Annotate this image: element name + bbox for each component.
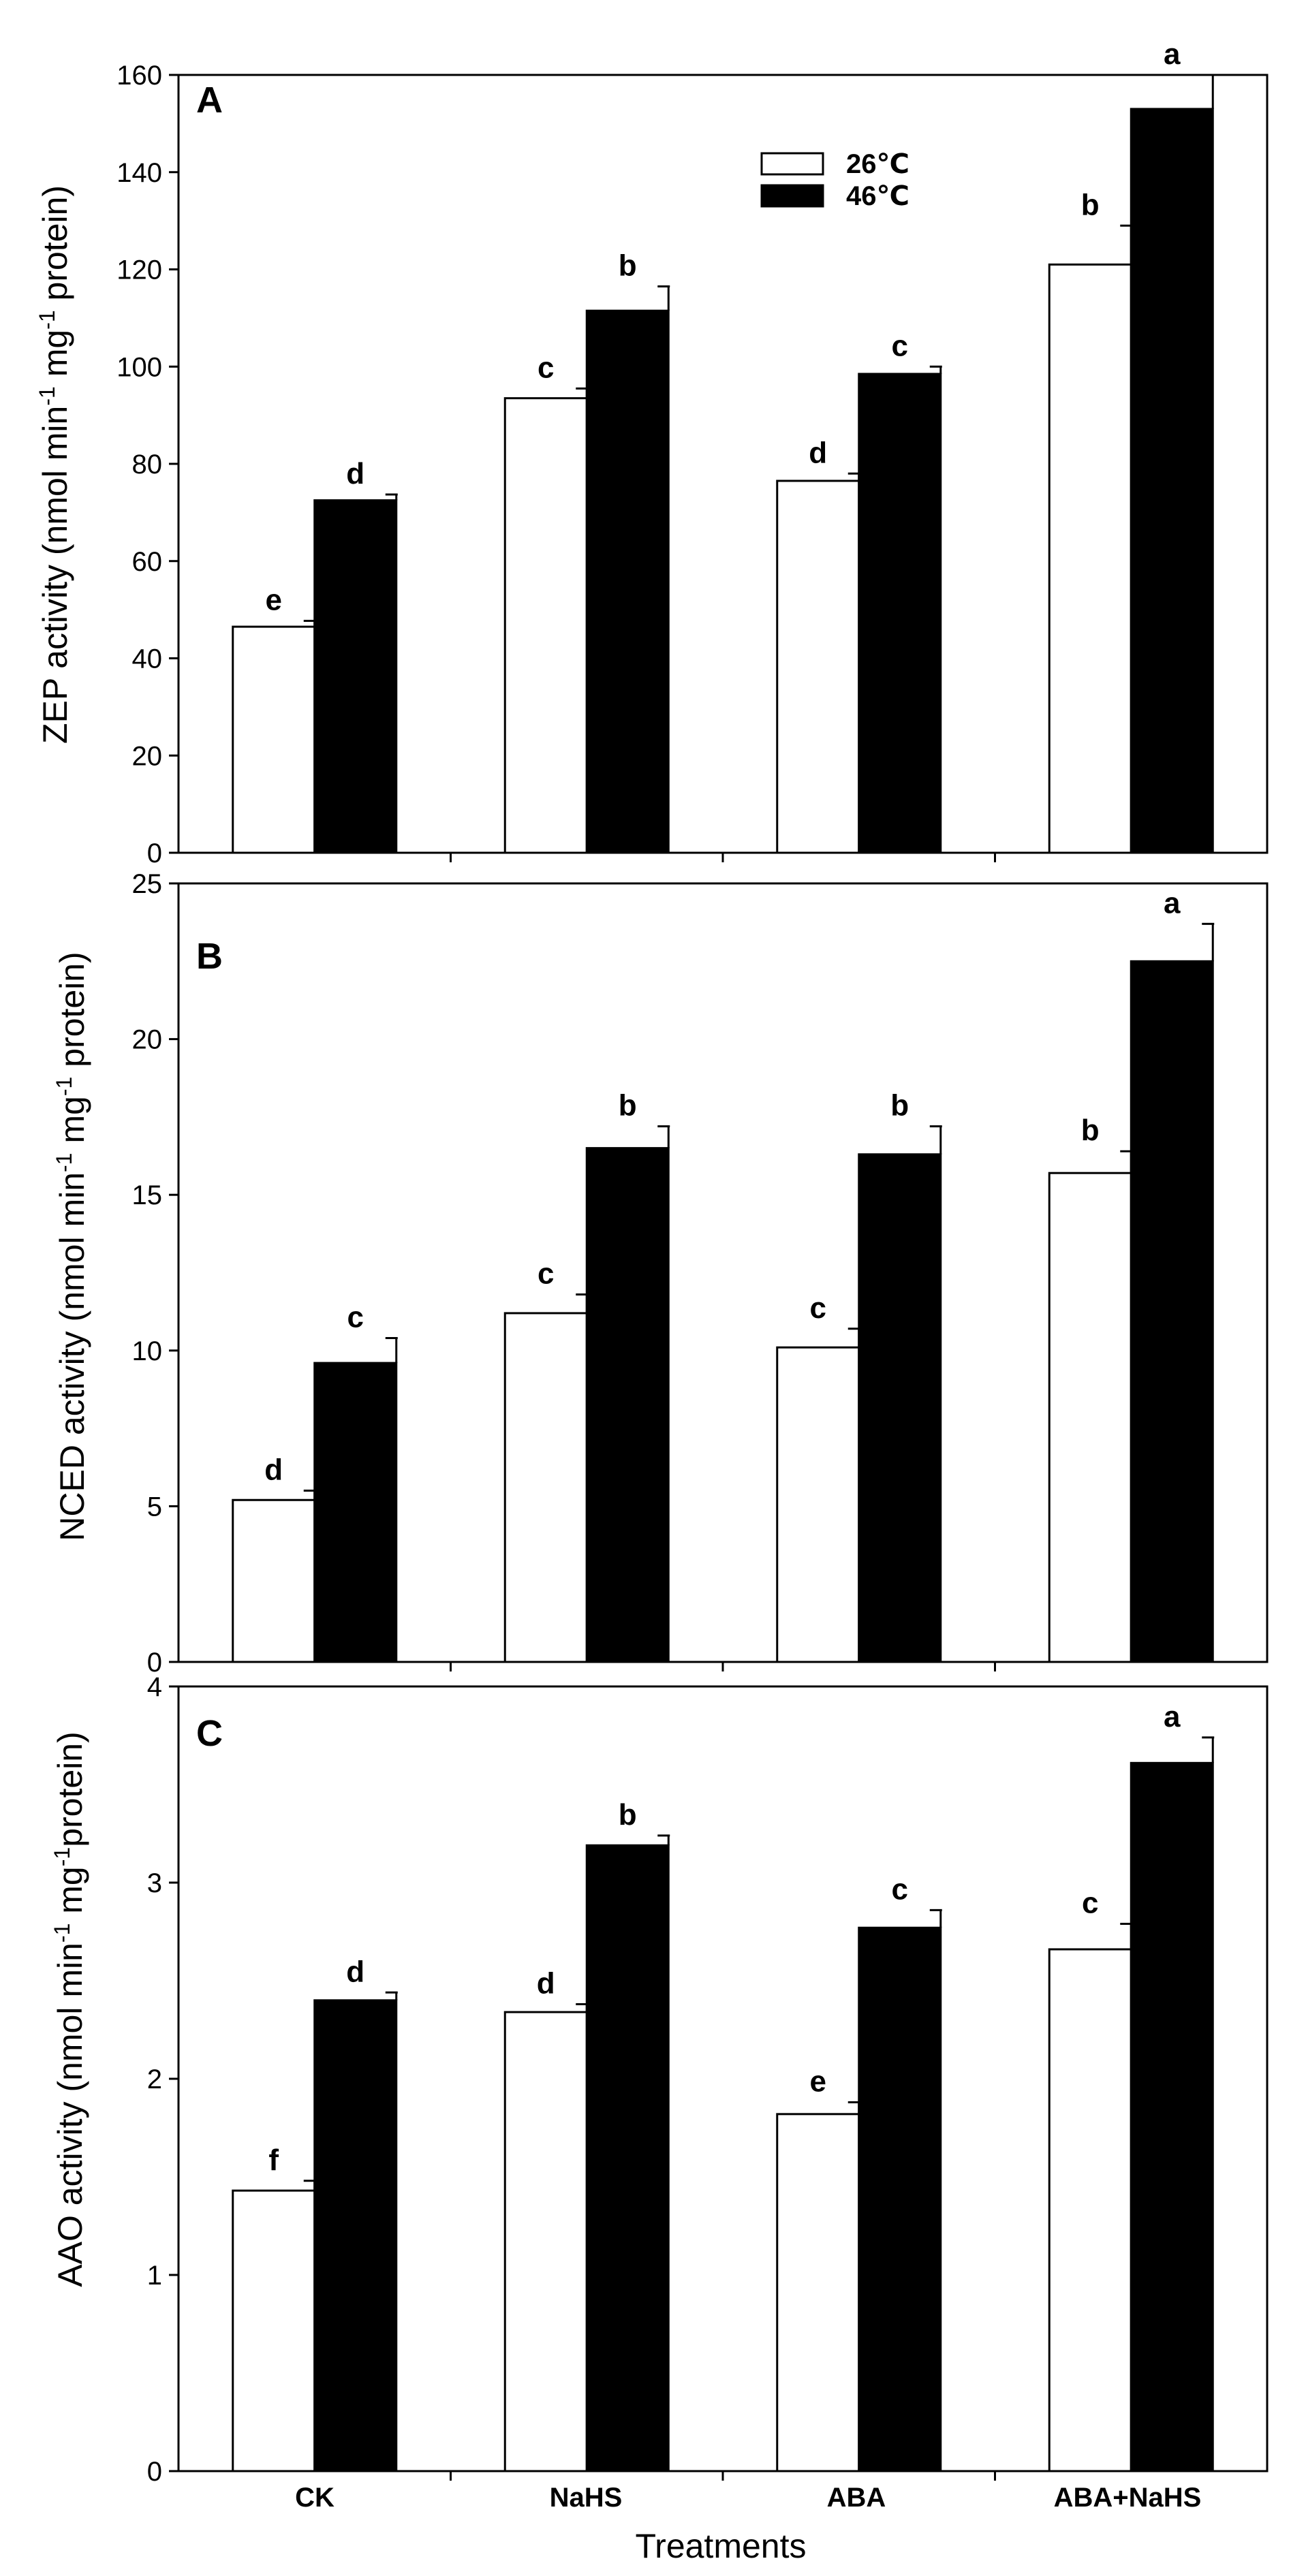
y-tick-label: 120 [116, 255, 162, 285]
significance-letter: b [1081, 1114, 1100, 1147]
y-tick-label: 15 [132, 1180, 163, 1210]
significance-letter: c [892, 329, 908, 362]
bar-26c [1048, 1172, 1132, 1663]
bar-26c [1048, 1948, 1132, 2472]
y-tick-label: 0 [147, 1648, 162, 1678]
panel-letter: C [196, 1713, 223, 1754]
significance-letter: d [346, 457, 364, 490]
y-tick-label: 20 [132, 741, 163, 771]
y-tick-label: 1 [147, 2261, 162, 2291]
significance-letter: c [538, 351, 554, 384]
y-tick-label: 160 [116, 61, 162, 91]
bar-46c [313, 1362, 398, 1663]
significance-letter: a [1164, 886, 1181, 920]
bar-46c [313, 1999, 398, 2472]
panel-a-zep: A ZEP activity (nmol min-1 mg-1 protein)… [35, 37, 1269, 868]
bar-46c [858, 1153, 942, 1663]
significance-letter: f [268, 2143, 279, 2177]
bar-26c [503, 397, 588, 854]
x-tick-label-aba-nahs: ABA+NaHS [1054, 2483, 1202, 2513]
x-axis-category-labels: CK NaHS ABA ABA+NaHS [295, 2483, 1201, 2513]
significance-letter: d [346, 1955, 364, 1988]
significance-letter: b [619, 249, 637, 282]
bar-46c [313, 499, 398, 854]
y-tick-label: 80 [132, 450, 163, 480]
bar-46c [1130, 108, 1214, 854]
y-tick-label: 2 [147, 2064, 162, 2094]
bar-26c [503, 2011, 588, 2472]
y-tick-label: 40 [132, 644, 163, 674]
panel-letter: A [196, 80, 223, 121]
legend-label-26c: 26℃ [846, 149, 909, 179]
significance-letter: d [537, 1967, 555, 2000]
legend-swatch-26c [760, 152, 824, 176]
y-tick-label: 5 [147, 1492, 162, 1522]
y-tick-label: 25 [132, 869, 163, 899]
bar-46c [858, 1926, 942, 2472]
x-tick-label-ck: CK [295, 2483, 335, 2513]
y-tick-label: 20 [132, 1025, 163, 1055]
bar-46c [585, 1844, 670, 2472]
significance-letter: d [809, 436, 827, 469]
x-tick-label-nahs: NaHS [550, 2483, 623, 2513]
significance-letter: c [810, 1291, 826, 1325]
legend-label-46c: 46℃ [846, 181, 909, 211]
bar-26c [776, 1346, 860, 1663]
y-tick-label: 10 [132, 1336, 163, 1366]
legend: 26℃ 46℃ [760, 149, 909, 211]
bar-26c [232, 1498, 316, 1663]
y-tick-label: 140 [116, 158, 162, 188]
significance-letter: c [892, 1872, 908, 1906]
significance-letter: c [538, 1257, 554, 1291]
significance-letter: b [619, 1089, 637, 1122]
significance-letter: c [347, 1301, 364, 1334]
bar-26c [1048, 263, 1132, 854]
x-axis-title: Treatments [635, 2527, 806, 2565]
panel-c-aao: C AAO activity (nmol min-1 mg-1protein) … [50, 1672, 1269, 2487]
bar-26c [776, 480, 860, 854]
bar-26c [232, 2189, 316, 2472]
bar-46c [1130, 1761, 1214, 2472]
y-tick-label: 0 [147, 838, 162, 868]
y-tick-label: 0 [147, 2457, 162, 2487]
x-tick-label-aba: ABA [827, 2483, 886, 2513]
y-tick-label: 4 [147, 1672, 162, 1702]
bar-46c [858, 373, 942, 854]
panel-b-nced: B NCED activity (nmol min-1 mg-1 protein… [52, 869, 1269, 1678]
significance-letter: a [1164, 37, 1181, 71]
y-axis-title: ZEP activity (nmol min-1 mg-1 protein) [35, 185, 74, 744]
bar-26c [776, 2113, 860, 2472]
significance-letter: b [1081, 188, 1100, 221]
y-tick-label: 60 [132, 547, 163, 577]
bar-26c [503, 1312, 588, 1663]
bar-46c [1130, 960, 1214, 1663]
y-tick-label: 3 [147, 1868, 162, 1898]
significance-letter: b [619, 1798, 637, 1832]
panel-letter: B [196, 936, 223, 977]
bar-26c [232, 625, 316, 854]
bar-46c [585, 309, 670, 854]
significance-letter: a [1164, 1700, 1181, 1733]
significance-letter: e [810, 2065, 826, 2099]
y-axis-title: AAO activity (nmol min-1 mg-1protein) [50, 1731, 89, 2287]
significance-letter: c [1082, 1886, 1098, 1919]
y-axis-title: NCED activity (nmol min-1 mg-1 protein) [52, 952, 91, 1541]
significance-letter: d [264, 1454, 283, 1487]
legend-swatch-46c [760, 184, 824, 208]
bar-46c [585, 1147, 670, 1663]
y-tick-label: 100 [116, 352, 162, 382]
significance-letter: b [890, 1089, 909, 1122]
significance-letter: e [266, 584, 282, 617]
